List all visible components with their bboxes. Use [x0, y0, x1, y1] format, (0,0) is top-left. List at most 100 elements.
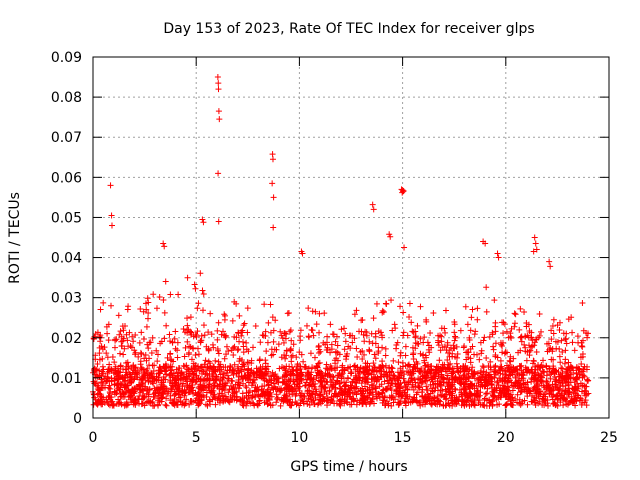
data-point — [452, 333, 459, 340]
data-point — [223, 351, 230, 358]
data-point — [265, 392, 272, 399]
data-point — [136, 392, 143, 399]
data-point — [236, 312, 243, 319]
data-point — [529, 343, 536, 350]
data-point — [284, 310, 291, 317]
data-point — [228, 377, 235, 384]
data-point — [530, 248, 537, 255]
data-point — [163, 395, 170, 402]
data-point — [243, 389, 250, 396]
data-point — [275, 379, 282, 386]
data-point — [328, 365, 335, 372]
data-point — [448, 375, 455, 382]
data-point — [477, 369, 484, 376]
data-point — [185, 373, 192, 380]
data-point — [508, 363, 515, 370]
data-point — [97, 338, 104, 345]
data-point — [408, 375, 415, 382]
data-point — [395, 392, 402, 399]
data-point — [281, 352, 288, 359]
data-point — [540, 382, 547, 389]
data-point — [97, 400, 104, 407]
data-point — [501, 375, 508, 382]
data-point — [116, 372, 123, 379]
data-point — [522, 366, 529, 373]
data-point — [154, 351, 161, 358]
data-point — [385, 380, 392, 387]
data-point — [224, 379, 231, 386]
data-point — [412, 345, 419, 352]
data-point — [343, 379, 350, 386]
data-point — [239, 390, 246, 397]
data-point — [128, 378, 135, 385]
data-point — [451, 345, 458, 352]
data-point — [422, 398, 429, 405]
data-point — [527, 347, 534, 354]
data-point — [382, 345, 389, 352]
data-point — [485, 372, 492, 379]
data-point — [369, 394, 376, 401]
data-point — [316, 396, 323, 403]
data-point — [479, 363, 486, 370]
data-point — [366, 390, 373, 397]
data-point — [233, 370, 240, 377]
data-point — [494, 250, 501, 257]
data-point — [172, 400, 179, 407]
data-point — [376, 383, 383, 390]
data-point — [241, 372, 248, 379]
data-point — [256, 373, 263, 380]
data-point — [387, 374, 394, 381]
data-point — [156, 364, 163, 371]
data-point — [117, 380, 124, 387]
data-point — [402, 352, 409, 359]
data-point — [547, 263, 554, 270]
data-point — [565, 364, 572, 371]
data-point — [552, 383, 559, 390]
data-point — [351, 362, 358, 369]
data-point — [212, 373, 219, 380]
data-point — [417, 350, 424, 357]
data-point — [184, 366, 191, 373]
data-point — [476, 356, 483, 363]
data-point — [424, 387, 431, 394]
data-point — [175, 291, 182, 298]
data-point — [438, 382, 445, 389]
data-point — [239, 327, 246, 334]
data-point — [535, 386, 542, 393]
data-point — [282, 355, 289, 362]
data-point — [143, 387, 150, 394]
data-point — [130, 388, 137, 395]
data-point — [256, 357, 263, 364]
data-point — [573, 375, 580, 382]
data-point — [579, 374, 586, 381]
data-point — [240, 322, 247, 329]
data-point — [532, 375, 539, 382]
data-point — [573, 398, 580, 405]
data-point — [430, 395, 437, 402]
data-point — [219, 328, 226, 335]
data-point — [208, 370, 215, 377]
data-point — [401, 379, 408, 386]
data-point — [403, 382, 410, 389]
data-point — [127, 393, 134, 400]
data-point — [483, 355, 490, 362]
data-point — [507, 371, 514, 378]
data-point — [141, 394, 148, 401]
data-point — [177, 370, 184, 377]
data-point — [312, 380, 319, 387]
data-point — [402, 343, 409, 350]
data-point — [206, 377, 213, 384]
data-point — [435, 337, 442, 344]
data-point — [303, 379, 310, 386]
data-point — [557, 359, 564, 366]
data-point — [391, 375, 398, 382]
data-point — [127, 392, 134, 399]
data-point — [531, 397, 538, 404]
data-point — [263, 348, 270, 355]
data-point — [486, 333, 493, 340]
data-point — [518, 333, 525, 340]
data-point — [524, 348, 531, 355]
data-point — [371, 378, 378, 385]
data-point — [264, 378, 271, 385]
data-point — [555, 386, 562, 393]
